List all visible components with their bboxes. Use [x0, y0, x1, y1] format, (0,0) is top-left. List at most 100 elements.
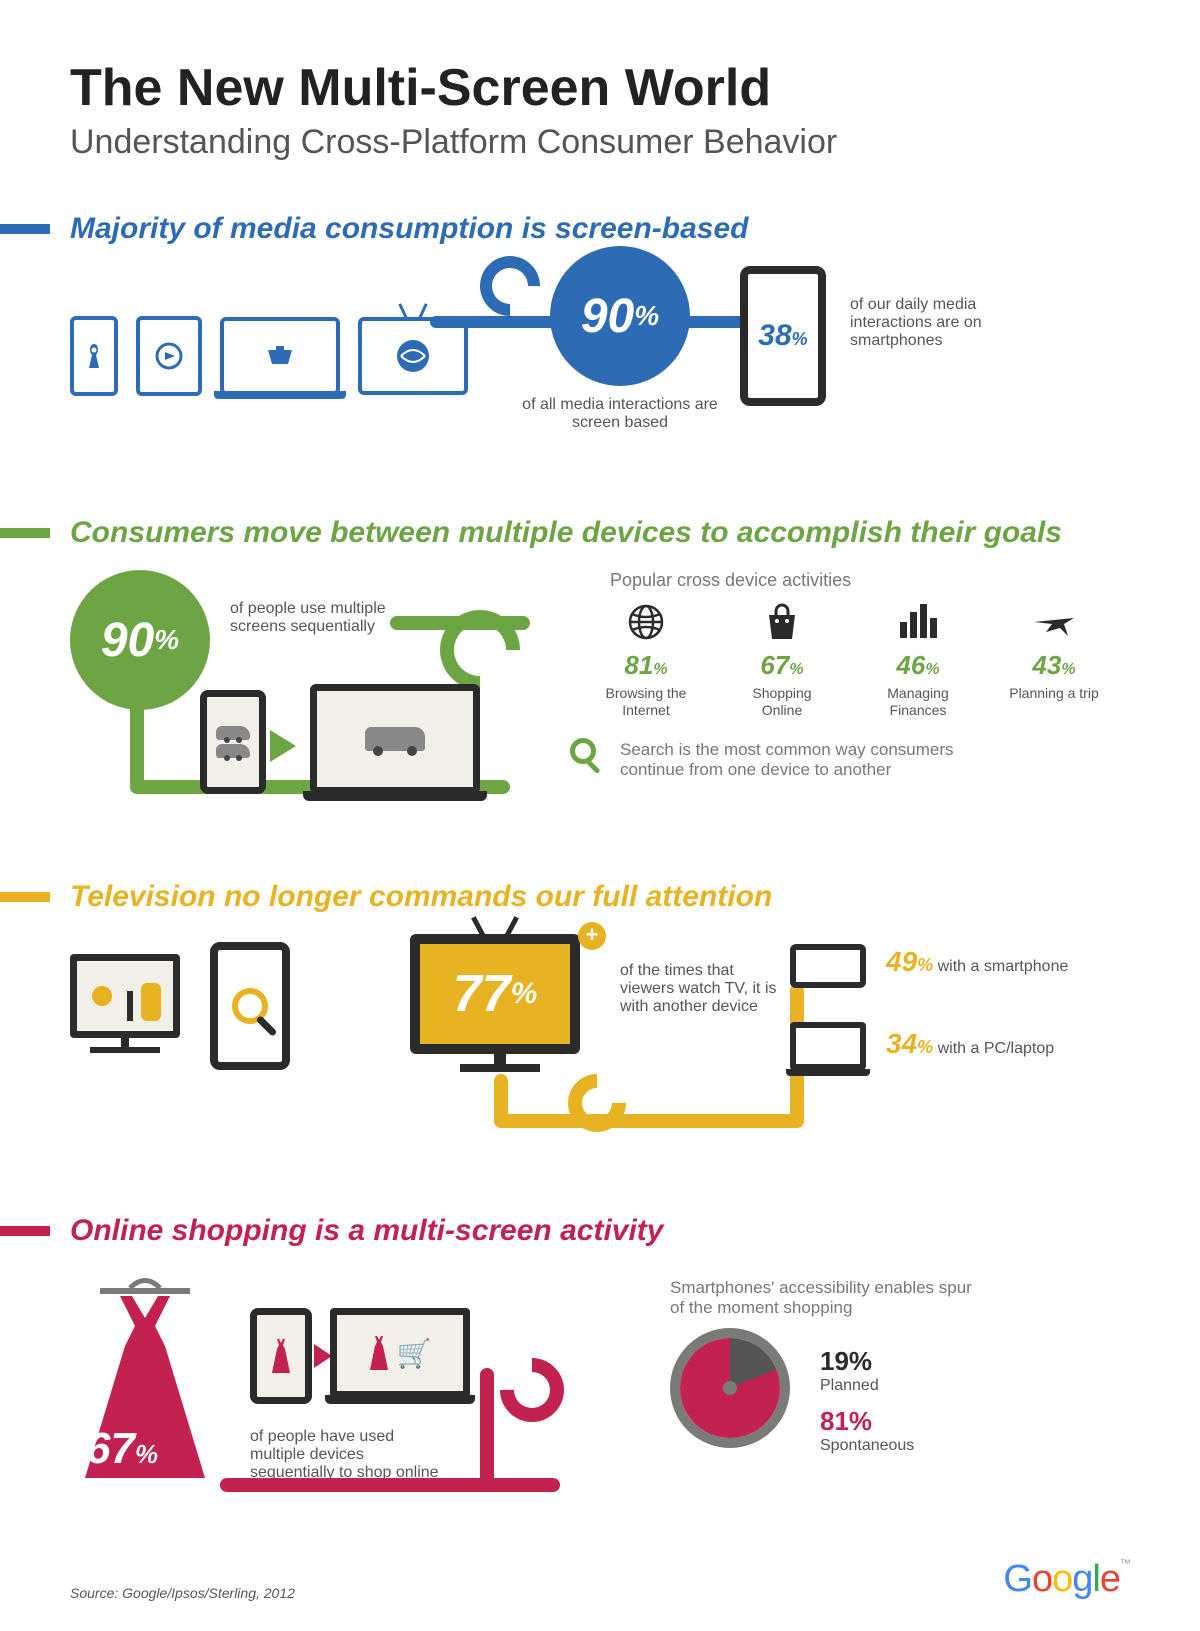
clock-center-icon: [723, 1381, 737, 1395]
section3-header: Television no longer commands our full a…: [70, 880, 1130, 914]
bar-chart-icon: [872, 600, 964, 644]
car-icon: [216, 726, 250, 740]
connector-line: [430, 316, 560, 328]
tablet-icon: [136, 316, 202, 396]
plus-badge-icon: +: [578, 922, 606, 950]
stat-unit: %: [917, 955, 933, 975]
companion-stat: 34% with a PC/laptop: [886, 1028, 1054, 1060]
clock-stat-planned: 19% Planned: [820, 1346, 879, 1395]
laptop-outline-icon: [790, 1022, 866, 1070]
section4-bar: [0, 1226, 50, 1236]
tv-stand-icon: [460, 1064, 540, 1072]
smartphone-icon: 38%: [740, 266, 826, 406]
stat-caption: of all media interactions are screen bas…: [520, 396, 720, 432]
activity-label: Planning a trip: [1008, 685, 1100, 702]
section2-bar: [0, 528, 50, 538]
activity-label: Browsing the Internet: [600, 685, 692, 719]
connector-line: [220, 1478, 560, 1492]
activity-label: Shopping Online: [736, 685, 828, 719]
clock-caption: Smartphones' accessibility enables spur …: [670, 1278, 990, 1318]
section4-title: Online shopping is a multi-screen activi…: [70, 1214, 663, 1248]
connector-line: [480, 1368, 494, 1486]
stat-unit: %: [789, 661, 803, 678]
stat-value: 90: [581, 289, 634, 344]
cart-icon: 🛒: [397, 1337, 432, 1370]
connector-line: [130, 700, 144, 790]
section4-body: 67% 🛒 of people have used multiple devic…: [70, 1268, 1130, 1508]
laptop-device-icon: [310, 684, 480, 794]
google-logo: Google™: [1003, 1558, 1130, 1601]
section1-title: Majority of media consumption is screen-…: [70, 212, 749, 246]
companion-label: with a PC/laptop: [938, 1040, 1055, 1057]
stat-value: 81: [624, 650, 653, 680]
stat-caption: of people have used multiple devices seq…: [250, 1428, 450, 1482]
car-icon: [216, 744, 250, 758]
tv-icon: [358, 317, 468, 395]
stat-value: 46: [896, 650, 925, 680]
plane-icon: [1008, 600, 1100, 644]
section3-body: 77% + of the times that viewers watch TV…: [70, 934, 1130, 1164]
stat-unit: %: [1061, 661, 1075, 678]
section3-title: Television no longer commands our full a…: [70, 880, 772, 914]
stat-value: 43: [1032, 650, 1061, 680]
source-text: Source: Google/Ipsos/Sterling, 2012: [70, 1585, 295, 1601]
phone-device-icon: [250, 1308, 312, 1404]
section3-bar: [0, 892, 50, 902]
activity-item: 81% Browsing the Internet: [600, 600, 692, 719]
page-subtitle: Understanding Cross-Platform Consumer Be…: [70, 123, 1130, 162]
section1-body: 90% of all media interactions are screen…: [70, 266, 1130, 466]
phone-icon: [70, 316, 118, 396]
stat-circle-90: 90%: [550, 246, 690, 386]
stat-unit: %: [634, 300, 659, 332]
section2-title: Consumers move between multiple devices …: [70, 516, 1062, 550]
phone-device-icon: [200, 690, 266, 794]
phone-stat-caption: of our daily media interactions are on s…: [850, 296, 1050, 350]
activities-row: 81% Browsing the Internet 67% Shopping O…: [600, 600, 1100, 719]
footer: Source: Google/Ipsos/Sterling, 2012 Goog…: [70, 1558, 1130, 1601]
connector-loop: [487, 1345, 578, 1436]
search-icon: [570, 738, 596, 764]
stat-value: 34: [886, 1028, 917, 1059]
activity-item: 43% Planning a trip: [1008, 600, 1100, 719]
activity-pct: 67%: [736, 650, 828, 681]
shopping-bag-icon: [736, 600, 828, 644]
stat-label: Spontaneous: [820, 1437, 914, 1455]
stat-unit: %: [154, 624, 179, 656]
stat-unit: %: [917, 1037, 933, 1057]
section2-body: 90% of people use multiple screens seque…: [70, 570, 1130, 830]
stat-value: 67: [760, 650, 789, 680]
section1-header: Majority of media consumption is screen-…: [70, 212, 1130, 246]
tv-big-stat: 77%: [410, 934, 580, 1054]
activity-item: 46% Managing Finances: [872, 600, 964, 719]
stat-value: 49: [886, 946, 917, 977]
stat-label: Planned: [820, 1377, 879, 1395]
arrow-right-icon: [270, 730, 296, 762]
dress-stat: 67%: [86, 1424, 158, 1474]
stat-circle-90-green: 90%: [70, 570, 210, 710]
section4-header: Online shopping is a multi-screen activi…: [70, 1214, 1130, 1248]
stat-value: 38: [758, 319, 791, 352]
stat-value: 67: [86, 1424, 135, 1473]
phone-search-icon: [210, 942, 290, 1070]
search-note: Search is the most common way consumers …: [620, 740, 1020, 780]
tv-small-icon: [70, 954, 180, 1038]
clock-chart: [670, 1328, 790, 1448]
clock-stat-spontaneous: 81% Spontaneous: [820, 1406, 914, 1455]
section1-bar: [0, 224, 50, 234]
stat-value: 77: [453, 964, 511, 1024]
activity-pct: 81%: [600, 650, 692, 681]
phone-stat: 38%: [758, 319, 807, 353]
stat-caption: of people use multiple screens sequentia…: [230, 600, 390, 636]
stat-value: 90: [101, 613, 154, 668]
companion-label: with a smartphone: [938, 958, 1069, 975]
laptop-device-icon: 🛒: [330, 1308, 470, 1398]
activities-title: Popular cross device activities: [610, 570, 851, 591]
activity-label: Managing Finances: [872, 685, 964, 719]
page-title: The New Multi-Screen World: [70, 60, 1130, 117]
stat-unit: %: [653, 661, 667, 678]
section2-header: Consumers move between multiple devices …: [70, 516, 1130, 550]
activity-item: 67% Shopping Online: [736, 600, 828, 719]
laptop-icon: [220, 317, 340, 395]
smartphone-outline-icon: [790, 944, 866, 988]
companion-stat: 49% with a smartphone: [886, 946, 1068, 978]
